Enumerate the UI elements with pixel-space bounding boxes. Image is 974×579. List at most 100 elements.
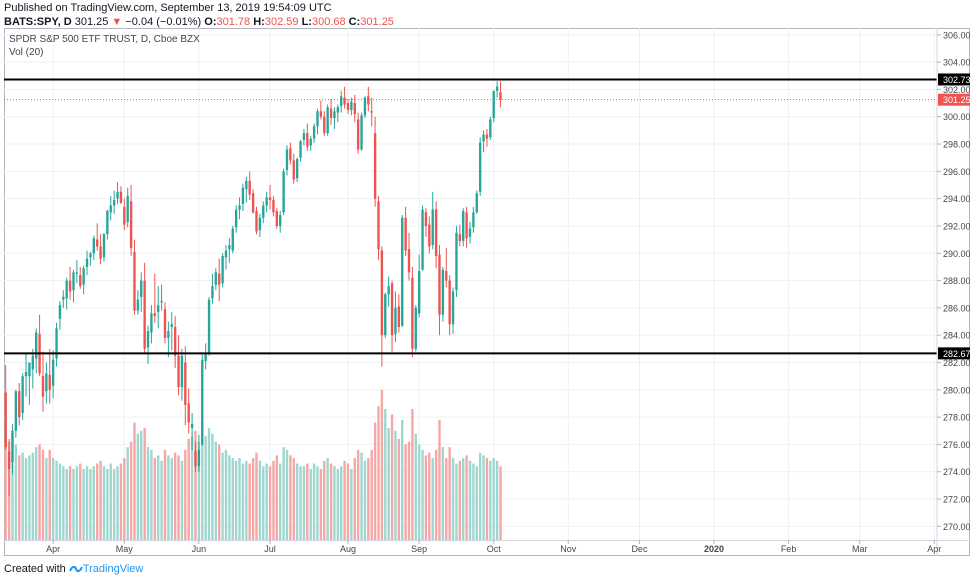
- volume-bar: [207, 428, 211, 540]
- volume-bar: [495, 460, 499, 540]
- volume-bar: [106, 469, 109, 540]
- candle-body: [482, 134, 485, 142]
- candle-body: [465, 212, 468, 239]
- volume-bar: [367, 458, 370, 540]
- candle-body: [231, 228, 234, 251]
- time-tick-label: May: [116, 544, 134, 554]
- price-axis[interactable]: 270.00 272.00 274.00 276.00 278.00 280.00 282.…: [936, 28, 971, 556]
- price-chart[interactable]: 302.73 282.67 301.25 270.00 272.00 274.00 276…: [4, 28, 971, 556]
- candle-body: [489, 119, 492, 138]
- candle-body: [417, 271, 421, 314]
- candle-body: [380, 250, 384, 336]
- volume-bar: [472, 463, 475, 540]
- volume-bar: [4, 436, 7, 540]
- candle-body: [35, 332, 38, 359]
- volume-bar: [28, 455, 31, 540]
- volume-bar: [129, 441, 133, 540]
- volume-bar: [153, 458, 157, 540]
- candle-body: [184, 362, 187, 405]
- volume-bar: [184, 449, 187, 540]
- candle-body: [48, 374, 51, 390]
- price-tick-label: 302.00: [943, 85, 970, 95]
- volume-bar: [214, 441, 218, 540]
- candle-body: [146, 331, 150, 348]
- candle-body: [126, 195, 129, 222]
- candle-body: [421, 209, 424, 270]
- time-tick-label: Jul: [264, 544, 276, 554]
- close-label: C:: [348, 16, 361, 28]
- volume-bar: [146, 447, 150, 540]
- volume-bar: [445, 458, 448, 540]
- candle-body: [245, 180, 248, 190]
- price-tick-label: 274.00: [943, 467, 970, 477]
- volume-bar: [353, 458, 356, 540]
- volume-bar: [187, 438, 190, 540]
- volume-bar: [218, 444, 221, 540]
- volume-bar: [45, 458, 48, 540]
- tradingview-logo-icon: [68, 565, 83, 573]
- price-tick-label: 286.00: [943, 303, 970, 313]
- time-tick-label: Apr: [46, 544, 60, 554]
- volume-bar: [272, 460, 275, 540]
- candle-body: [51, 359, 55, 386]
- volume-bar: [292, 458, 295, 540]
- candle-body: [363, 97, 367, 116]
- candle-body: [72, 272, 75, 291]
- volume-bar: [167, 455, 170, 540]
- volume-bar: [96, 463, 99, 540]
- volume-bar: [109, 463, 112, 540]
- candle-body: [333, 111, 336, 119]
- volume-bar: [438, 419, 441, 540]
- symbol-name[interactable]: BATS:SPY, D: [4, 16, 72, 28]
- time-axis[interactable]: Apr May Jun Jul Aug Sep Oct Nov Dec 2020 Feb Mar Apr: [4, 540, 970, 554]
- candle-body: [367, 96, 370, 105]
- volume-bar: [390, 414, 394, 540]
- time-tick-label: Sep: [411, 544, 427, 554]
- volume-bar: [448, 447, 451, 540]
- candle-body: [394, 307, 397, 334]
- candle-body: [279, 215, 282, 226]
- volume-bar: [211, 433, 214, 540]
- time-tick-label: Aug: [340, 544, 356, 554]
- chart-border: [4, 28, 970, 556]
- volume-bar: [492, 458, 495, 540]
- volume-bar: [150, 449, 153, 540]
- open-label: O:: [204, 16, 217, 28]
- candle-body: [462, 210, 465, 241]
- candle-body: [62, 296, 65, 300]
- volume-bar: [238, 458, 241, 540]
- volume-bar: [24, 458, 28, 540]
- horizontal-levels[interactable]: 302.73 282.67 301.25: [4, 73, 971, 360]
- candle-body: [228, 245, 231, 250]
- volume-bar: [82, 469, 85, 540]
- volume-bar: [289, 455, 292, 540]
- time-tick-label: Feb: [781, 544, 797, 554]
- volume-bar: [58, 463, 62, 540]
- volume-bar: [234, 460, 238, 540]
- time-tick-label: Dec: [631, 544, 648, 554]
- candle-body: [116, 191, 119, 199]
- legend-volume: Vol (20): [9, 47, 43, 58]
- volume-bar: [72, 469, 75, 540]
- tradingview-brand-link[interactable]: TradingView: [82, 563, 144, 575]
- candle-body: [167, 331, 170, 338]
- time-tick-label: Oct: [487, 544, 502, 554]
- candle-body: [123, 206, 126, 225]
- chart-area[interactable]: 302.73 282.67 301.25 270.00 272.00 274.00 276…: [4, 28, 971, 556]
- time-tick-label: 2020: [704, 544, 724, 554]
- volume-bar: [14, 444, 18, 540]
- candle-body: [197, 449, 201, 467]
- price-tick-label: 294.00: [943, 194, 970, 204]
- price-tick-label: 298.00: [943, 140, 970, 150]
- candle-body: [451, 291, 455, 325]
- candle-body: [140, 280, 143, 297]
- volume-bar: [85, 466, 89, 540]
- candle-body: [424, 212, 428, 226]
- volume-bar: [79, 463, 82, 540]
- candle-body: [377, 201, 380, 250]
- candle-body: [319, 111, 323, 117]
- volume-bar: [356, 449, 360, 540]
- price-tick-label: 284.00: [943, 331, 970, 341]
- level-price-tag: [938, 347, 970, 360]
- time-tick-label: Jun: [192, 544, 207, 554]
